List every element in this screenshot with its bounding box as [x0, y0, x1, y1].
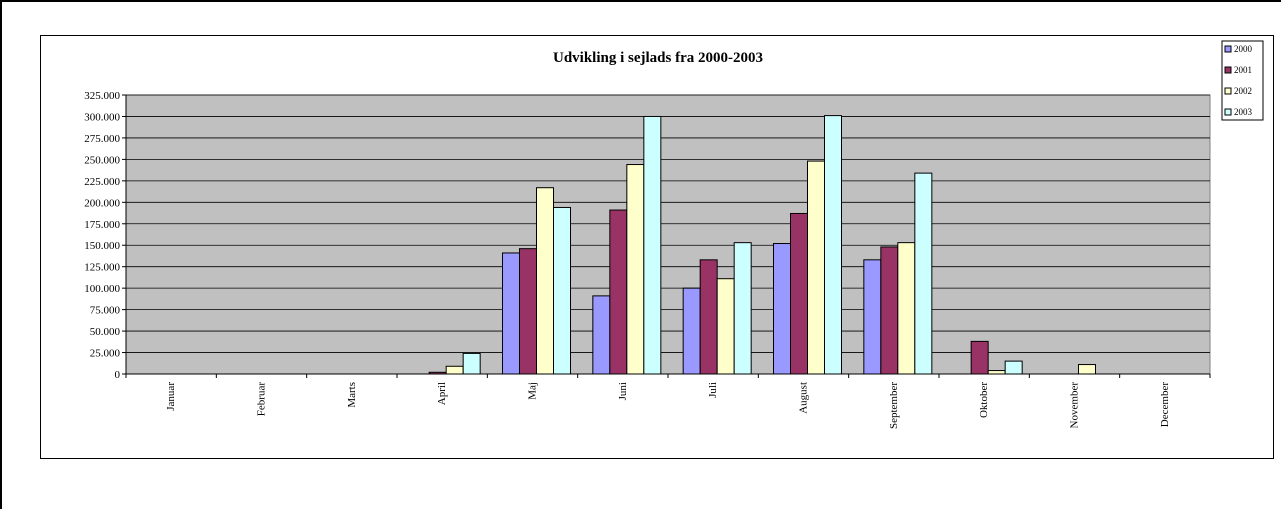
legend-swatch-2001: [1224, 66, 1232, 74]
y-tick-label: 225.000: [84, 176, 120, 188]
x-tick-label: September: [888, 382, 900, 429]
bar-2002-juli: [716, 278, 735, 375]
bar-2001-august: [790, 212, 808, 375]
y-tick-label: 75.000: [90, 305, 121, 317]
bar-2003-april: [462, 352, 481, 375]
bar-2003-maj: [553, 206, 571, 375]
x-tick-label: Marts: [346, 382, 358, 408]
y-tick-label: 50.000: [90, 326, 121, 338]
bar-2003-september: [914, 172, 933, 375]
bar-2002-maj: [536, 187, 554, 375]
x-tick-label: Februar: [256, 382, 268, 417]
bar-2001-juni: [609, 209, 628, 375]
plot-area: [125, 94, 1211, 375]
x-tick-label: November: [1069, 382, 1081, 429]
bar-2002-august: [807, 160, 825, 375]
y-tick-label: 275.000: [84, 133, 120, 145]
bar-2002-oktober: [987, 370, 1006, 375]
legend-label-2000: 2000: [1234, 44, 1253, 54]
bar-2003-oktober: [1004, 360, 1023, 375]
y-tick-label: 150.000: [84, 240, 120, 252]
bar-2003-juni: [643, 115, 662, 375]
x-tick-label: Oktober: [978, 382, 990, 418]
y-tick-label: 25.000: [90, 348, 121, 360]
bar-2001-maj: [519, 248, 537, 375]
y-tick-label: 325.000: [84, 90, 120, 102]
chart-area[interactable]: Udvikling i sejlads fra 2000-2003 0 25.00…: [40, 35, 1274, 459]
bar-2002-november: [1078, 364, 1096, 375]
y-tick-label: 250.000: [84, 154, 120, 166]
legend: [1221, 40, 1264, 121]
bar-2002-juni: [626, 164, 645, 375]
legend-label-2003: 2003: [1234, 107, 1253, 117]
bar-2003-august: [824, 115, 842, 375]
legend-label-2002: 2002: [1234, 86, 1252, 96]
y-tick-label: 200.000: [84, 197, 120, 209]
x-tick-label: Januar: [165, 382, 177, 411]
bar-2002-september: [897, 242, 916, 375]
y-tick-label: 0: [115, 369, 121, 381]
bar-2000-maj: [502, 252, 520, 375]
x-tick-label: August: [798, 382, 810, 414]
x-tick-label: December: [1159, 382, 1171, 428]
x-tick-label: Maj: [527, 382, 539, 400]
legend-swatch-2002: [1224, 87, 1232, 95]
legend-label-2001: 2001: [1234, 65, 1252, 75]
legend-swatch-2000: [1224, 45, 1232, 53]
bar-2000-september: [863, 259, 882, 375]
bar-2000-august: [773, 243, 791, 375]
bar-2003-juli: [733, 242, 752, 375]
y-tick-label: 300.000: [84, 111, 120, 123]
bar-2001-april: [428, 371, 447, 375]
bar-chart: 0 25.000 50.000 75.000 100.000 125.000 150.000…: [84, 40, 1264, 429]
bar-2002-april: [445, 365, 464, 375]
bar-2000-juli: [682, 287, 701, 375]
chart-title: Udvikling i sejlads fra 2000-2003: [552, 50, 763, 66]
x-tick-label: Juli: [707, 382, 719, 398]
bar-2001-juli: [699, 259, 718, 375]
y-tick-label: 100.000: [84, 283, 120, 295]
y-tick-label: 125.000: [84, 262, 120, 274]
y-tick-label: 175.000: [84, 219, 120, 231]
bar-2001-september: [880, 246, 899, 375]
bar-2000-juni: [592, 295, 611, 375]
x-tick-label: Juni: [617, 382, 629, 400]
x-tick-label: April: [436, 382, 448, 405]
bar-2001-oktober: [970, 340, 989, 375]
legend-swatch-2003: [1224, 108, 1232, 116]
